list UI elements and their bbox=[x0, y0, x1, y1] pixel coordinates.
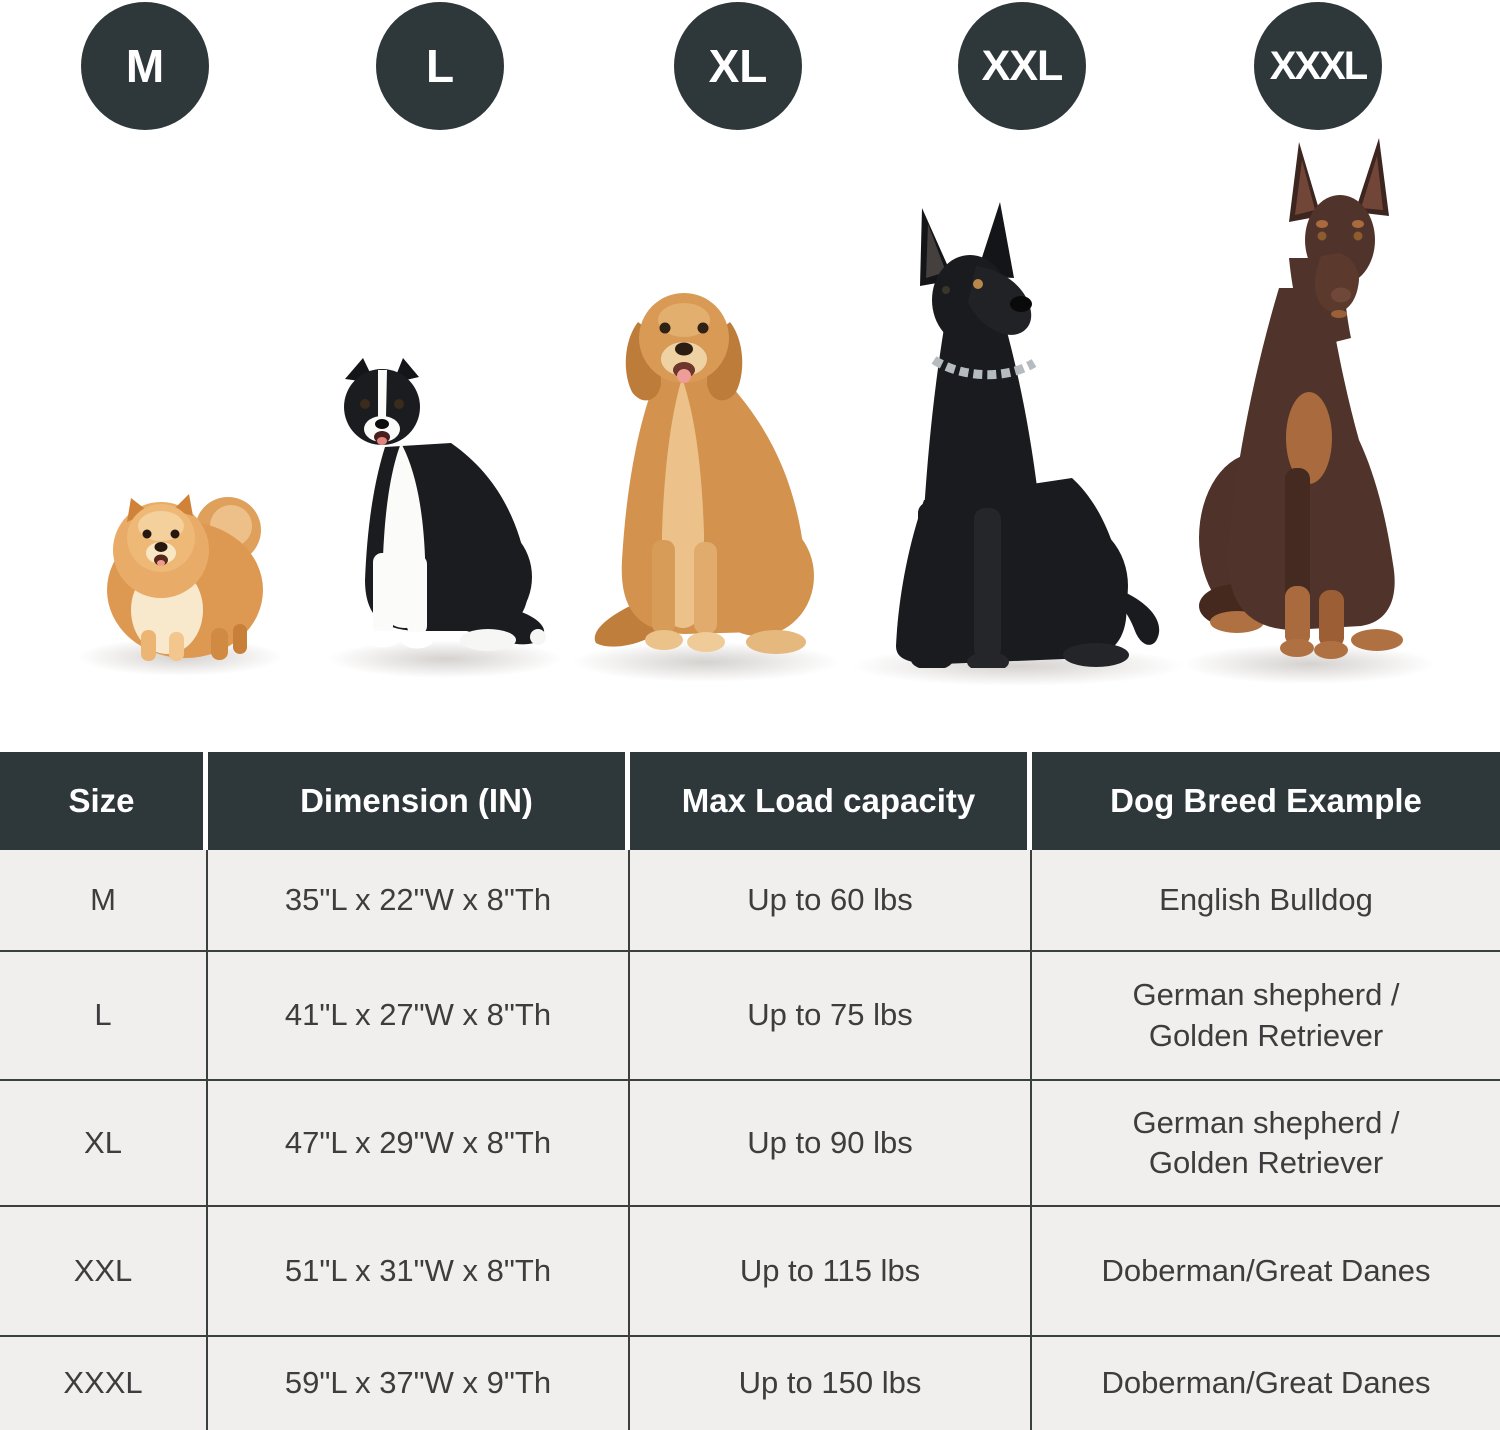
cell-breed: English Bulldog bbox=[1159, 881, 1373, 917]
great-dane-dog-icon bbox=[896, 202, 1160, 668]
size-badge-xl: XL bbox=[674, 2, 802, 130]
size-badge-xxl: XXL bbox=[958, 2, 1086, 130]
table-row-l: L 41"L x 27"W x 8"Th Up to 75 lbs German… bbox=[0, 950, 1500, 1079]
cell-capacity: Up to 90 lbs bbox=[630, 1081, 1032, 1205]
size-badge-m-label: M bbox=[125, 40, 165, 92]
size-table: Size Dimension (IN) Max Load capacity Do… bbox=[0, 752, 1500, 1430]
cell-capacity: Up to 60 lbs bbox=[630, 850, 1032, 950]
column-header-breed: Dog Breed Example bbox=[1110, 782, 1422, 819]
size-badge-l: L bbox=[376, 2, 504, 130]
cell-size: XL bbox=[0, 1081, 208, 1205]
size-badge-l-label: L bbox=[425, 40, 455, 92]
size-badge-xxxl-label: XXXL bbox=[1269, 43, 1368, 88]
border-collie-dog-icon bbox=[344, 358, 546, 651]
cell-breed: German shepherd / Golden Retriever bbox=[1132, 1104, 1400, 1180]
table-row-xl: XL 47"L x 29"W x 8"Th Up to 90 lbs Germa… bbox=[0, 1079, 1500, 1205]
size-badge-xxxl: XXXL bbox=[1254, 2, 1382, 130]
column-header-dimension: Dimension (IN) bbox=[208, 752, 630, 850]
cell-dimension: 41"L x 27"W x 8"Th bbox=[208, 952, 630, 1079]
table-row-xxxl: XXXL 59"L x 37"W x 9"Th Up to 150 lbs Do… bbox=[0, 1335, 1500, 1430]
table-header-row: Size Dimension (IN) Max Load capacity Do… bbox=[0, 752, 1500, 850]
size-badge-xxl-label: XXL bbox=[981, 41, 1064, 90]
column-header-size: Size bbox=[0, 752, 208, 850]
table-row-m: M 35"L x 22"W x 8"Th Up to 60 lbs Englis… bbox=[0, 850, 1500, 950]
cell-dimension: 51"L x 31"W x 8"Th bbox=[208, 1207, 630, 1335]
cell-breed: Doberman/Great Danes bbox=[1101, 1252, 1431, 1288]
dog-shadow bbox=[328, 640, 563, 678]
cell-size: M bbox=[0, 850, 208, 950]
golden-retriever-dog-icon bbox=[594, 293, 814, 654]
doberman-dog-icon bbox=[1199, 138, 1403, 659]
cell-capacity: Up to 150 lbs bbox=[630, 1337, 1032, 1430]
table-row-xxl: XXL 51"L x 31"W x 8"Th Up to 115 lbs Dob… bbox=[0, 1205, 1500, 1335]
cell-dimension: 47"L x 29"W x 8"Th bbox=[208, 1081, 630, 1205]
cell-dimension: 59"L x 37"W x 9"Th bbox=[208, 1337, 630, 1430]
column-header-capacity: Max Load capacity bbox=[630, 752, 1032, 850]
pomeranian-dog-icon bbox=[107, 494, 263, 661]
cell-capacity: Up to 75 lbs bbox=[630, 952, 1032, 1079]
cell-size: L bbox=[0, 952, 208, 1079]
cell-capacity: Up to 115 lbs bbox=[630, 1207, 1032, 1335]
cell-breed: Doberman/Great Danes bbox=[1101, 1365, 1431, 1401]
cell-breed: German shepherd / Golden Retriever bbox=[1132, 977, 1400, 1053]
cell-size: XXXL bbox=[0, 1337, 208, 1430]
size-badge-xl-label: XL bbox=[708, 40, 768, 92]
size-badge-m: M bbox=[81, 2, 209, 130]
cell-dimension: 35"L x 22"W x 8"Th bbox=[208, 850, 630, 950]
cell-size: XXL bbox=[0, 1207, 208, 1335]
